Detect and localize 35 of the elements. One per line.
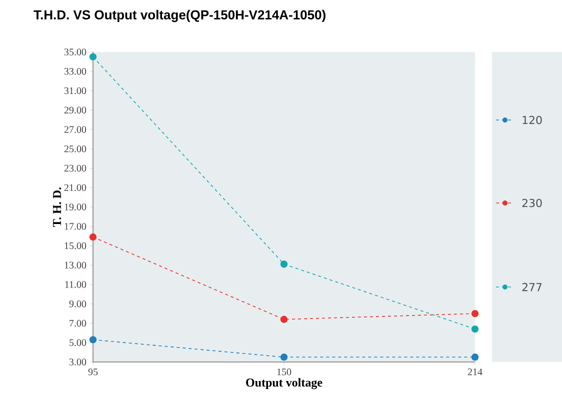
- y-axis-title: T. H. D.: [53, 187, 62, 227]
- y-tick-label: 35.00: [64, 48, 86, 56]
- point: [89, 233, 97, 241]
- y-tick-label: 5.00: [70, 339, 86, 346]
- point: [280, 316, 288, 323]
- point: [471, 354, 479, 361]
- y-tick-label: 17.00: [64, 222, 86, 230]
- chart-title: T.H.D. VS Output voltage(QP-150H-V214A-1050): [34, 10, 326, 22]
- x-tick-label: 214: [468, 368, 482, 376]
- legend-label: 230: [522, 198, 542, 208]
- point: [471, 325, 479, 333]
- y-tick-label: 19.00: [64, 204, 86, 210]
- point: [89, 53, 97, 60]
- legend-label: 120: [522, 116, 542, 124]
- x-axis-title: Output voltage: [246, 378, 322, 390]
- y-tick-label: 21.00: [64, 184, 86, 192]
- y-tick-label: 7.00: [70, 320, 86, 327]
- x-tick-label: 95: [88, 368, 98, 376]
- legend-label: 277: [522, 282, 542, 292]
- y-tick-label: 25.00: [64, 145, 86, 152]
- y-tick-label: 13.00: [64, 262, 86, 269]
- point: [471, 310, 479, 318]
- y-tick-label: 11.00: [65, 281, 86, 288]
- point: [89, 336, 97, 344]
- y-tick-label: 33.00: [64, 68, 86, 75]
- y-tick-label: 27.00: [64, 126, 86, 133]
- y-tick-label: 23.00: [64, 164, 86, 172]
- point: [280, 354, 288, 361]
- x-tick-label: 150: [277, 368, 292, 376]
- point: [280, 260, 288, 268]
- y-tick-label: 15.00: [64, 242, 86, 250]
- y-tick-label: 3.00: [69, 358, 86, 366]
- y-tick-label: 9.00: [69, 300, 86, 308]
- y-tick-label: 31.00: [64, 87, 86, 94]
- y-tick-label: 29.00: [64, 106, 86, 114]
